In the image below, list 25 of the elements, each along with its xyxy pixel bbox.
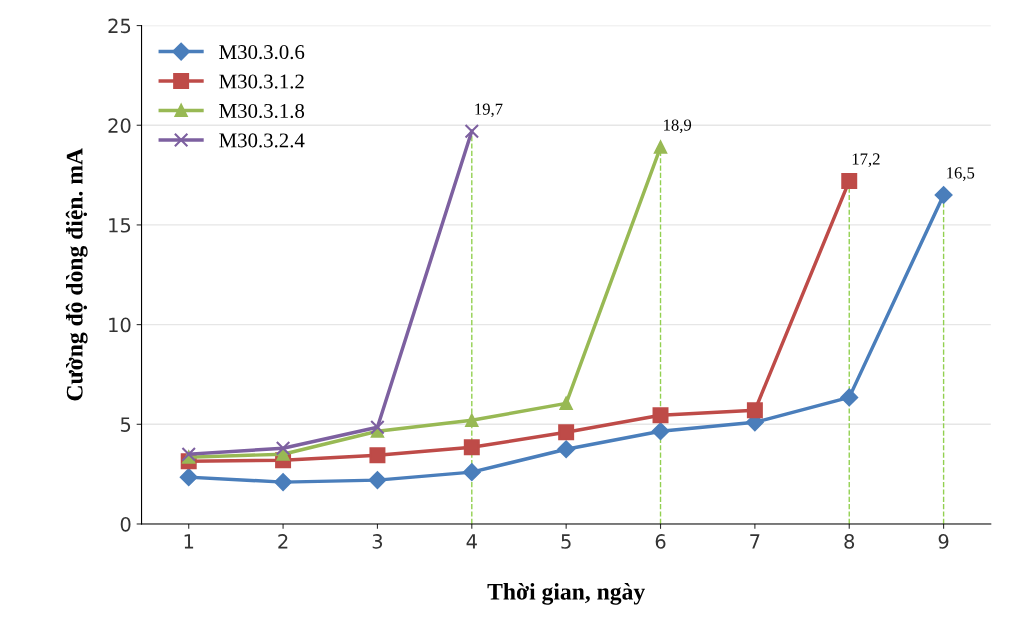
data-label: 19,7 bbox=[475, 103, 503, 118]
legend-label: M30.3.1.2 bbox=[219, 74, 304, 89]
x-tick-label: 1 bbox=[184, 534, 194, 549]
x-tick-label: 9 bbox=[938, 534, 949, 549]
x-tick-label: 5 bbox=[561, 534, 571, 549]
legend-label: M30.3.2.4 bbox=[219, 133, 305, 148]
x-tick-label: 4 bbox=[466, 534, 477, 549]
legend-label: M30.3.1.8 bbox=[219, 103, 305, 119]
data-label: 16,5 bbox=[947, 167, 975, 181]
y-tick-label: 20 bbox=[108, 118, 131, 133]
x-tick-label: 8 bbox=[844, 534, 855, 549]
y-tick-label: 0 bbox=[120, 516, 131, 532]
y-tick-label: 10 bbox=[109, 317, 131, 333]
x-tick-label: 3 bbox=[372, 534, 383, 549]
x-tick-label: 2 bbox=[278, 534, 288, 549]
data-label: 18,9 bbox=[664, 119, 692, 134]
legend-label: M30.3.0.6 bbox=[219, 45, 305, 60]
y-tick-label: 5 bbox=[120, 417, 131, 432]
y-axis-title: Cường độ dòng điện. mA bbox=[65, 148, 88, 401]
y-tick-label: 25 bbox=[108, 18, 131, 34]
data-label: 17,2 bbox=[852, 153, 880, 167]
x-tick-label: 7 bbox=[750, 534, 760, 549]
x-tick-label: 6 bbox=[655, 534, 666, 549]
x-axis-title: Thời gian, ngày bbox=[487, 583, 645, 605]
y-tick-label: 15 bbox=[109, 218, 131, 233]
